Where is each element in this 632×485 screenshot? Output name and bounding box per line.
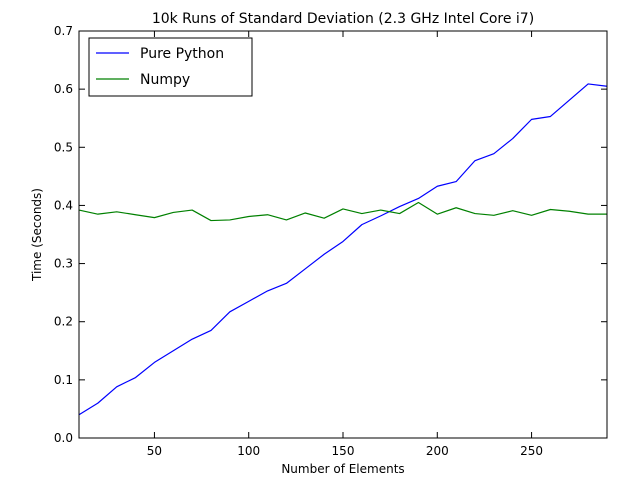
x-tick-label: 50 [147, 444, 162, 458]
x-tick-label: 150 [332, 444, 355, 458]
legend-label-pure-python: Pure Python [140, 46, 224, 62]
series-layer [78, 83, 608, 416]
y-tick-label: 0.1 [54, 373, 73, 387]
y-tick-label: 0.7 [54, 24, 73, 38]
y-tick-label: 0.0 [54, 431, 73, 445]
chart-title: 10k Runs of Standard Deviation (2.3 GHz … [152, 11, 534, 27]
x-tick-label: 100 [237, 444, 260, 458]
tick-layer: 50 100 150 200 250 0.0 0.1 0.2 0.3 0.4 0.5 0.6 0.7 [54, 24, 607, 458]
y-axis-label: Time (Seconds) [30, 188, 44, 282]
x-tick-label: 250 [520, 444, 543, 458]
y-tick-label: 0.3 [54, 257, 73, 271]
x-tick-label: 200 [426, 444, 449, 458]
x-axis-label: Number of Elements [281, 462, 404, 476]
plot-area [79, 31, 607, 438]
legend-label-numpy: Numpy [140, 72, 190, 88]
y-tick-label: 0.6 [54, 82, 73, 96]
y-tick-label: 0.4 [54, 198, 73, 212]
y-tick-label: 0.5 [54, 140, 73, 154]
legend-box [88, 37, 253, 97]
series-line-pure-python [78, 83, 608, 416]
plot-frame [78, 30, 608, 439]
series-line-numpy [78, 201, 607, 222]
y-tick-label: 0.2 [54, 315, 73, 329]
legend: Pure Python Numpy [88, 37, 253, 97]
